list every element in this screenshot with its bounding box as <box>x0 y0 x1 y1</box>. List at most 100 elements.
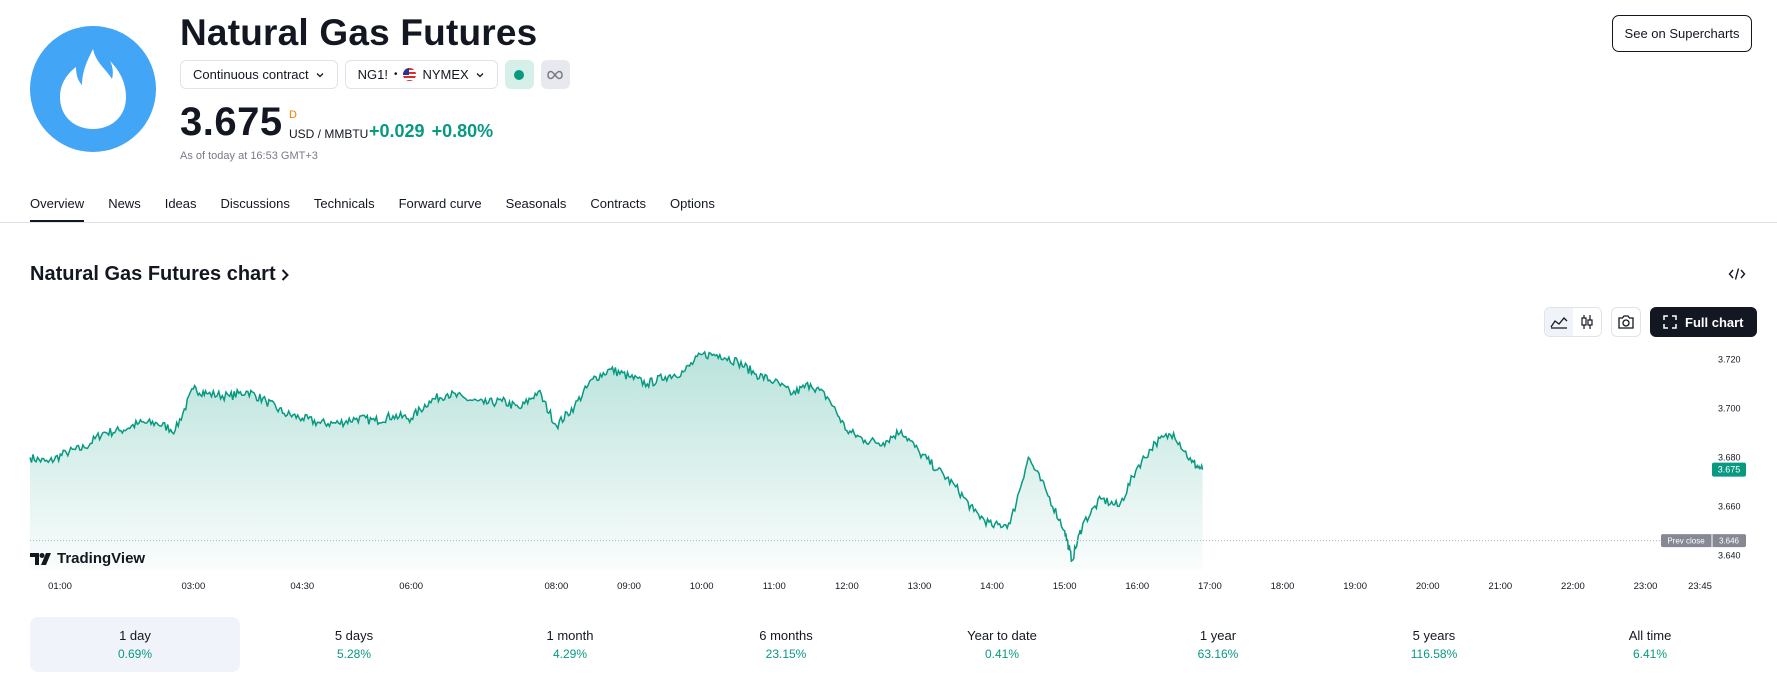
chart-toolbar: Full chart <box>1544 307 1757 337</box>
tab-overview[interactable]: Overview <box>30 196 85 222</box>
x-tick-label: 11:00 <box>763 581 786 592</box>
symbol-chips: Continuous contract NG1! • NYMEX <box>180 60 570 89</box>
period-label: All time <box>1628 628 1672 643</box>
period-year-to-date[interactable]: Year to date 0.41% <box>894 617 1110 672</box>
last-price-badge <box>1712 462 1746 477</box>
chart-style-toggle <box>1544 307 1602 337</box>
symbol-ticker: NG1! <box>357 67 388 82</box>
price-change-abs: +0.029 <box>369 121 425 141</box>
x-tick-label: 23:45 <box>1688 581 1712 592</box>
period-all-time[interactable]: All time 6.41% <box>1542 617 1758 672</box>
period-change: 0.41% <box>984 647 1020 661</box>
flame-icon <box>60 49 126 129</box>
market-open-dot-icon <box>514 69 525 80</box>
tab-forward-curve[interactable]: Forward curve <box>398 196 482 211</box>
snapshot-button[interactable] <box>1611 307 1641 337</box>
area-chart-icon <box>1550 317 1568 329</box>
candles-chart-button[interactable] <box>1573 308 1601 336</box>
y-tick-label: 3.720 <box>1718 355 1741 365</box>
period-change: 0.69% <box>117 647 153 661</box>
period-1-month[interactable]: 1 month 4.29% <box>462 617 678 672</box>
x-tick-label: 20:00 <box>1416 581 1440 592</box>
price-area-fill <box>30 351 1203 570</box>
period-change: 6.41% <box>1632 647 1668 661</box>
page-title: Natural Gas Futures <box>180 12 538 53</box>
period-change: 116.58% <box>1410 647 1458 661</box>
y-tick-label: 3.700 <box>1718 404 1741 414</box>
x-tick-label: 22:00 <box>1561 581 1585 592</box>
period-change: 4.29% <box>552 647 588 661</box>
x-tick-label: 17:00 <box>1198 581 1222 592</box>
price-delay-flag: D <box>289 109 297 121</box>
period-change: 23.15% <box>765 647 807 661</box>
period-label: 6 months <box>759 628 813 643</box>
x-tick-label: 16:00 <box>1125 581 1149 592</box>
tab-options[interactable]: Options <box>670 196 715 211</box>
contract-dropdown-label: Continuous contract <box>193 67 309 82</box>
continuous-contract-badge[interactable] <box>540 60 570 89</box>
tabs-divider <box>0 222 1777 223</box>
x-tick-label: 21:00 <box>1488 581 1512 592</box>
last-price-badge-label: 3.675 <box>1718 465 1741 475</box>
period-5-days[interactable]: 5 days 5.28% <box>246 617 462 672</box>
area-chart-button[interactable] <box>1545 308 1573 336</box>
price-chart[interactable]: 3.720 3.700 3.680 3.660 3.640 3.675 Prev close… <box>0 340 1777 600</box>
chevron-right-icon <box>281 268 289 281</box>
x-tick-label: 12:00 <box>835 581 859 592</box>
tab-ideas[interactable]: Ideas <box>164 196 197 211</box>
x-tick-label: 18:00 <box>1271 581 1295 592</box>
period-change: 63.16% <box>1197 647 1239 661</box>
full-chart-label: Full chart <box>1685 314 1744 330</box>
period-change: 5.28% <box>336 647 372 661</box>
section-tabs: Overview News Ideas Discussions Technicals Fo… <box>30 196 715 222</box>
camera-icon <box>1618 315 1634 329</box>
tab-news[interactable]: News <box>108 196 141 211</box>
tab-seasonals[interactable]: Seasonals <box>505 196 567 211</box>
period-label: 5 days <box>334 628 374 643</box>
chart-title-link[interactable]: Natural Gas Futures chart <box>30 263 290 286</box>
x-tick-label: 14:00 <box>980 581 1004 592</box>
period-selector: 1 day 0.69% 5 days 5.28% 1 month 4.29% 6 month… <box>30 617 1758 672</box>
tradingview-brand: TradingView <box>30 550 145 567</box>
price-line <box>29 350 1204 562</box>
see-on-supercharts-button[interactable]: See on Supercharts <box>1612 15 1752 52</box>
prev-close-badge <box>1661 534 1746 548</box>
last-price: 3.675 <box>180 100 283 144</box>
x-tick-label: 08:00 <box>545 581 569 592</box>
symbol-exchange-dropdown[interactable]: NG1! • NYMEX <box>344 60 498 89</box>
period-label: Year to date <box>967 628 1037 643</box>
chart-title: Natural Gas Futures chart <box>30 263 276 285</box>
period-1-year[interactable]: 1 year 63.16% <box>1110 617 1326 672</box>
candles-icon <box>1581 315 1593 329</box>
x-tick-label: 01:00 <box>48 581 72 592</box>
x-tick-label: 13:00 <box>908 581 932 592</box>
x-tick-label: 06:00 <box>399 581 423 592</box>
prev-close-value: 3.646 <box>1719 537 1740 546</box>
period-6-months[interactable]: 6 months 23.15% <box>678 617 894 672</box>
x-tick-label: 09:00 <box>617 581 641 592</box>
chevron-down-icon <box>316 72 324 77</box>
price-change: +0.029 +0.80% <box>369 121 500 142</box>
y-tick-label: 3.660 <box>1718 501 1741 511</box>
period-label: 5 years <box>1412 628 1456 643</box>
period-label: 1 month <box>546 628 594 643</box>
x-tick-label: 03:00 <box>181 581 205 592</box>
separator-dot: • <box>393 69 398 80</box>
full-chart-button[interactable]: Full chart <box>1650 307 1757 337</box>
y-tick-label: 3.680 <box>1718 452 1741 462</box>
market-open-status[interactable] <box>504 60 534 89</box>
tab-contracts[interactable]: Contracts <box>590 196 647 211</box>
prev-close-label: Prev close <box>1667 537 1705 546</box>
period-label: 1 day <box>119 628 151 643</box>
tradingview-label: TradingView <box>57 550 146 567</box>
period-5-years[interactable]: 5 years 116.58% <box>1326 617 1542 672</box>
tab-discussions[interactable]: Discussions <box>220 196 290 211</box>
tab-technicals[interactable]: Technicals <box>313 196 375 211</box>
period-1-day[interactable]: 1 day 0.69% <box>30 617 240 672</box>
x-tick-label: 10:00 <box>690 581 714 592</box>
contract-dropdown[interactable]: Continuous contract <box>180 60 338 89</box>
us-flag-icon <box>403 68 417 81</box>
price-timestamp: As of today at 16:53 GMT+3 <box>180 150 318 162</box>
embed-code-icon[interactable] <box>1728 265 1746 283</box>
symbol-logo <box>30 26 156 152</box>
